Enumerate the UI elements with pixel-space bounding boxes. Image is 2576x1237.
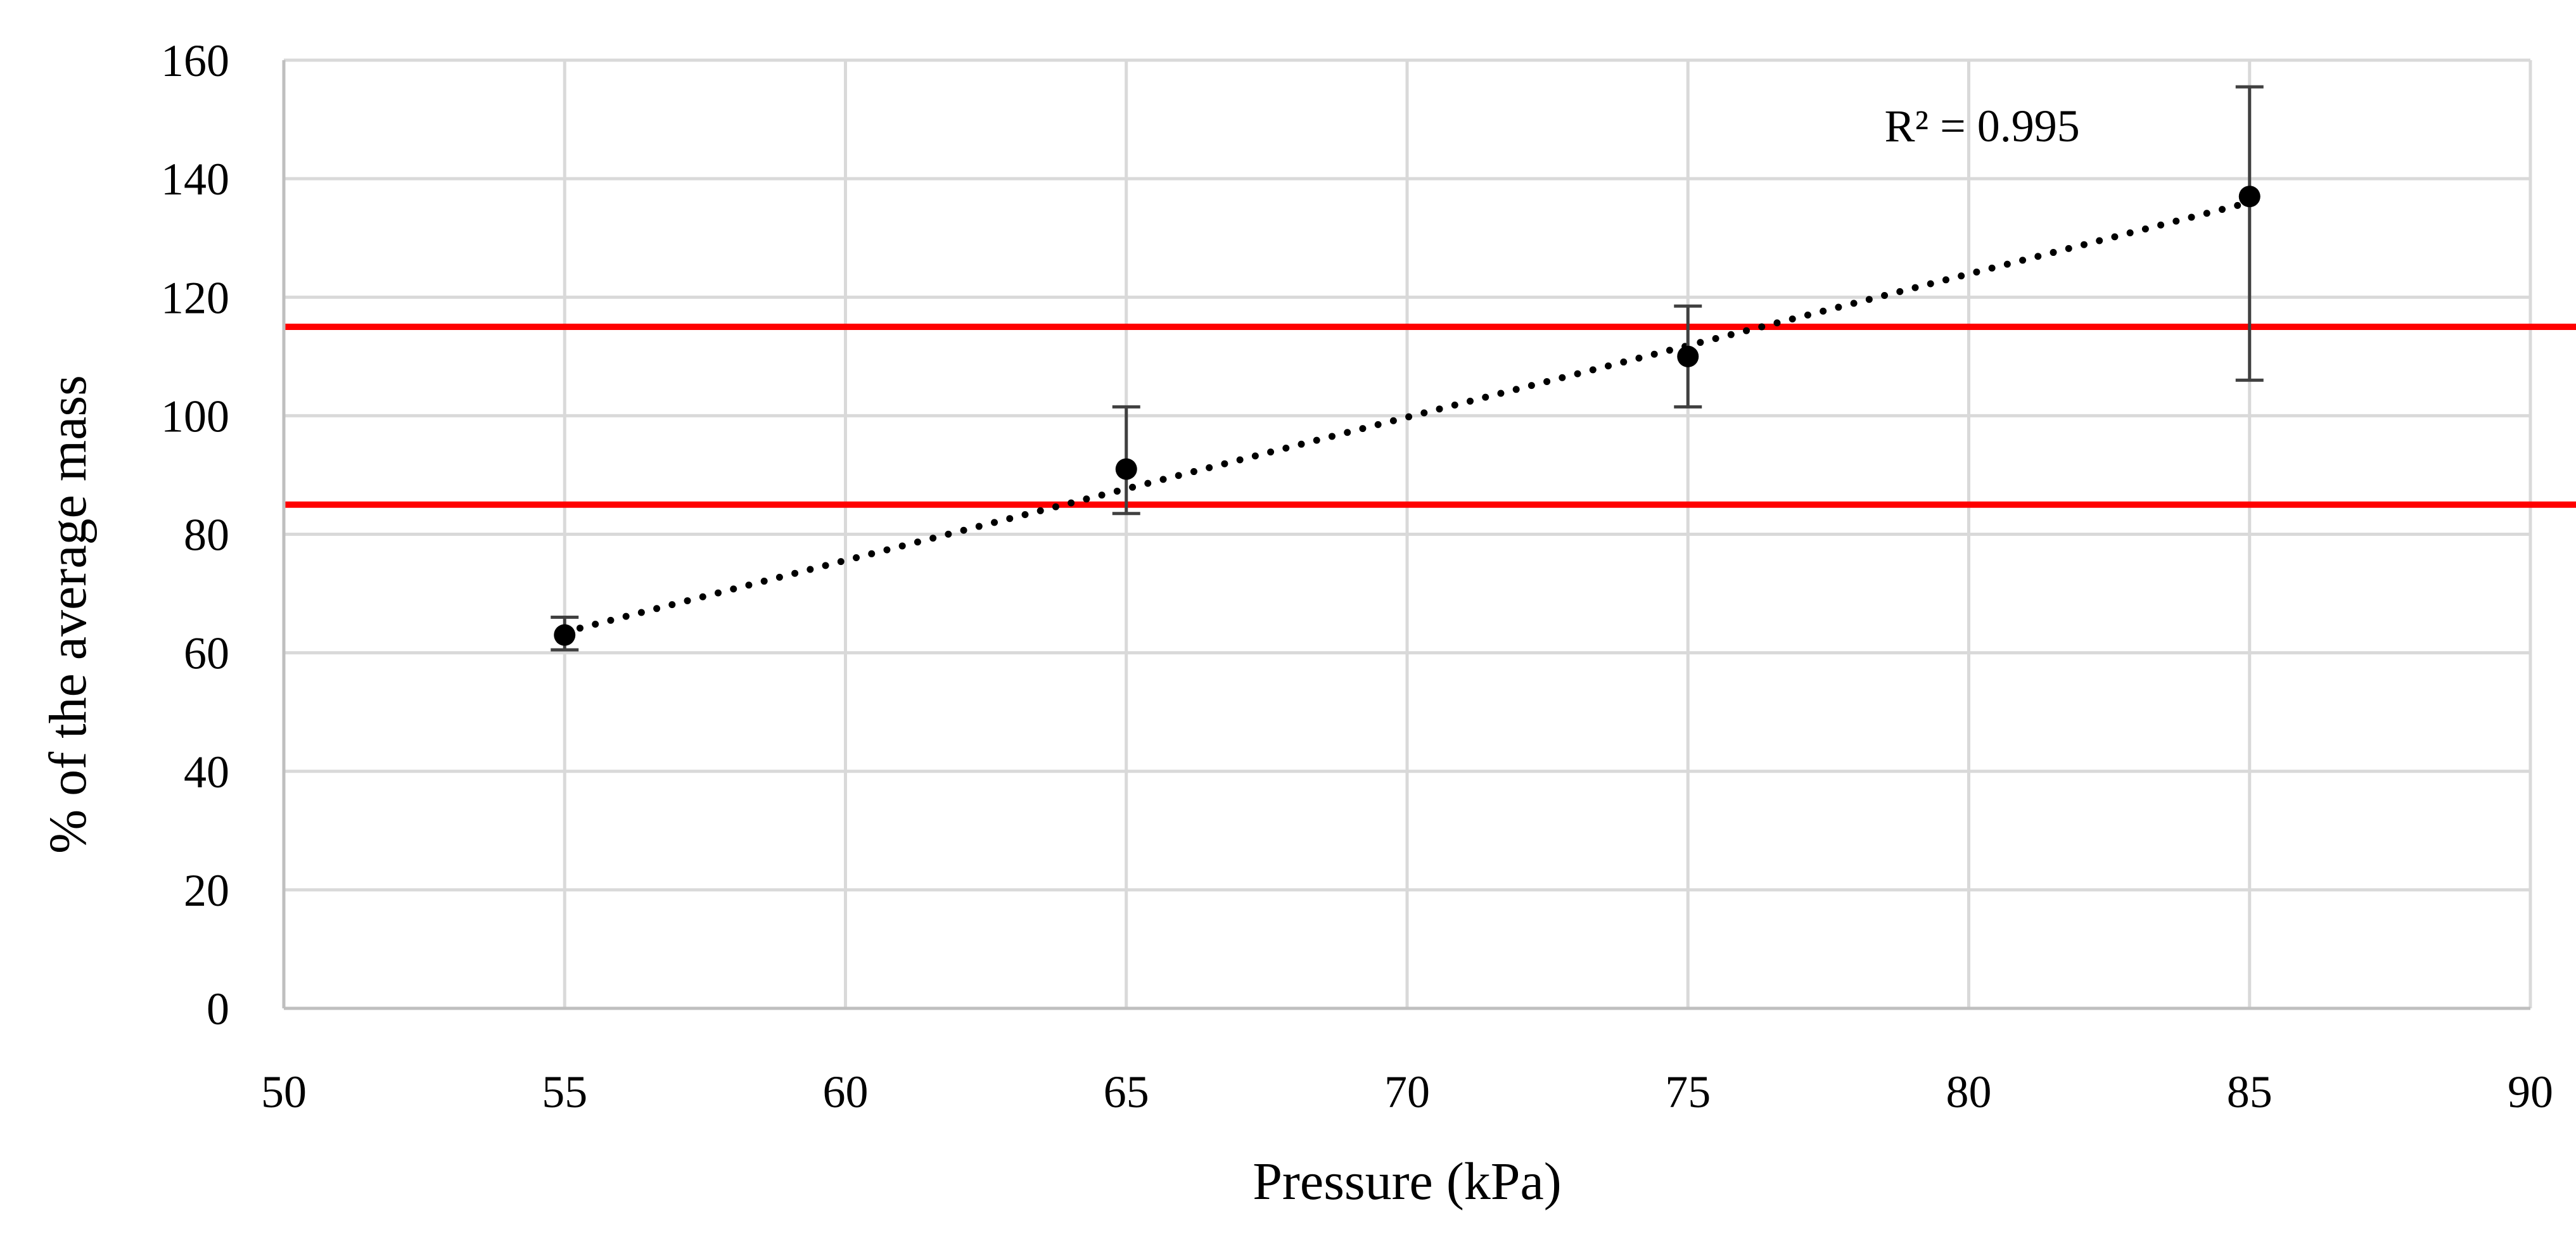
error-bars: [551, 85, 2264, 652]
x-tick-label-75: 75: [1665, 1067, 1711, 1117]
y-tick-label-60: 60: [184, 628, 229, 679]
y-tick-label-80: 80: [184, 510, 229, 561]
y-tick-label-100: 100: [161, 391, 229, 441]
data-point-65: [1115, 458, 1137, 480]
y-tick-label-120: 120: [161, 272, 229, 323]
x-tick-labels: 50 55 60 65 70 75 80 85 90: [261, 1067, 2553, 1117]
data-points: [554, 186, 2260, 646]
data-point-55: [554, 624, 576, 646]
y-tick-label-0: 0: [207, 984, 229, 1034]
y-tick-label-40: 40: [184, 747, 229, 797]
r-squared-annotation: R² = 0.995: [1885, 101, 2080, 151]
y-tick-labels: 0 20 40 60 80 100 120 140 160: [161, 35, 229, 1034]
x-tick-label-80: 80: [1946, 1067, 1992, 1117]
y-tick-label-140: 140: [161, 154, 229, 205]
x-tick-label-55: 55: [542, 1067, 587, 1117]
x-tick-label-85: 85: [2227, 1067, 2273, 1117]
trendline: [561, 199, 2254, 636]
trendline-dotted: [561, 199, 2254, 636]
data-point-75: [1677, 345, 1699, 367]
x-tick-label-50: 50: [261, 1067, 307, 1117]
y-tick-label-160: 160: [161, 35, 229, 86]
axes: [282, 60, 2530, 1010]
annotations: R² = 0.995: [1885, 101, 2080, 151]
x-tick-label-70: 70: [1384, 1067, 1430, 1117]
y-axis-title: % of the average mass: [39, 375, 98, 854]
x-axis-title: Pressure (kPa): [1253, 1152, 1562, 1211]
reference-lines: [284, 324, 2576, 508]
x-tick-label-65: 65: [1104, 1067, 1149, 1117]
y-tick-label-20: 20: [184, 865, 229, 916]
data-point-85: [2238, 186, 2260, 208]
x-tick-label-60: 60: [823, 1067, 869, 1117]
error-bar-85: [2235, 85, 2264, 382]
grid-lines: [284, 58, 2532, 1008]
x-tick-label-90: 90: [2508, 1067, 2553, 1117]
